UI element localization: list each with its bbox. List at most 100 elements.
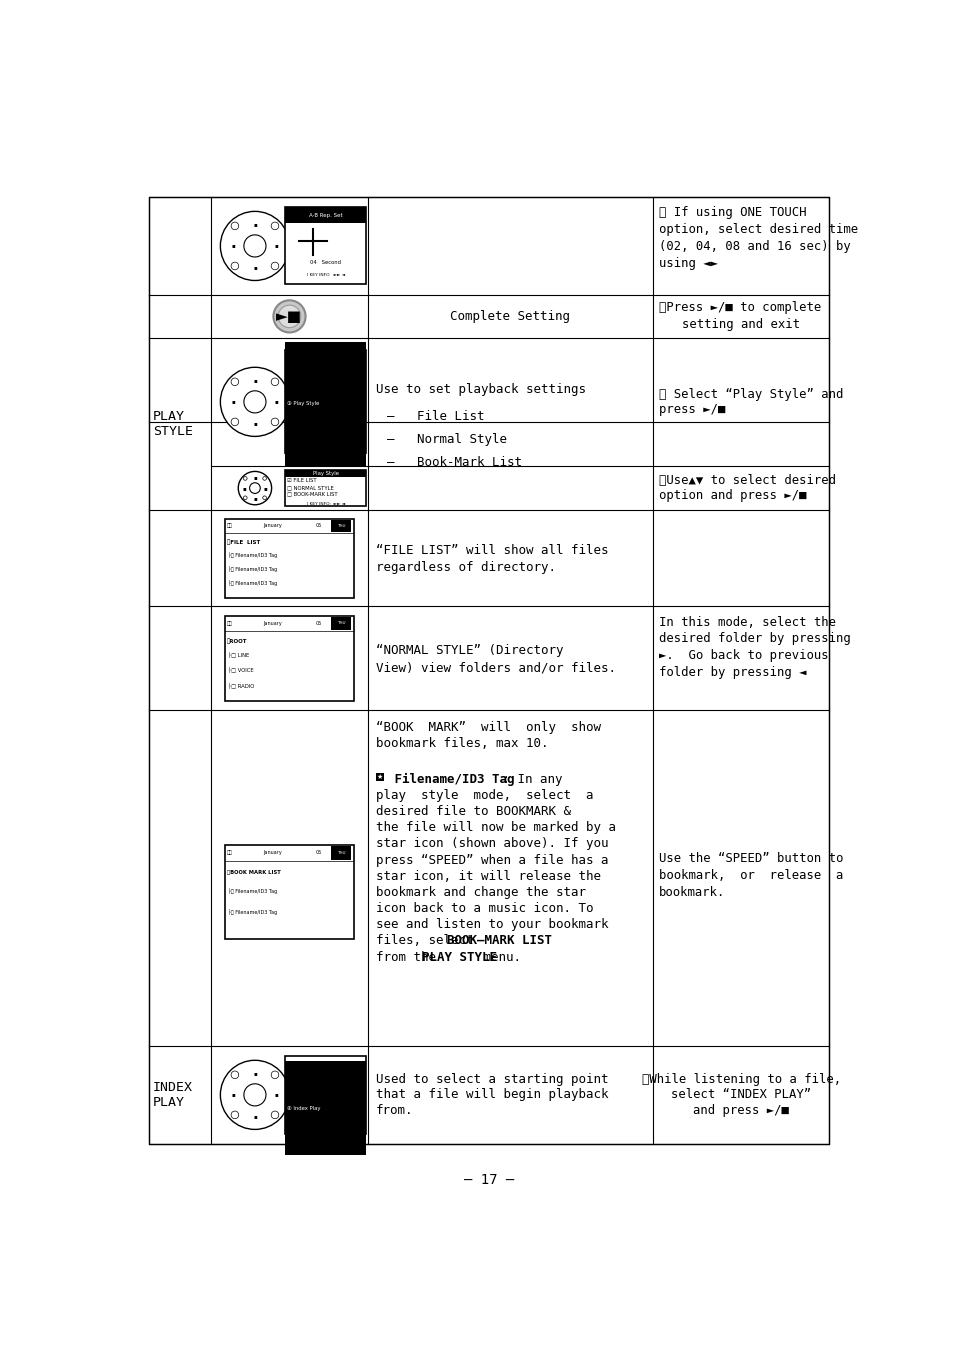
Circle shape <box>271 262 278 270</box>
Text: press “SPEED” when a file has a: press “SPEED” when a file has a <box>375 853 608 867</box>
Text: see and listen to your bookmark: see and listen to your bookmark <box>375 918 608 932</box>
Text: PLAY STYLE: PLAY STYLE <box>421 950 497 964</box>
Text: ▪: ▪ <box>232 400 235 405</box>
Text: THU: THU <box>336 524 345 528</box>
Text: January: January <box>263 621 282 626</box>
Circle shape <box>220 367 289 436</box>
Text: ▪: ▪ <box>253 221 256 227</box>
Text: ◄  PLAY  ►: ◄ PLAY ► <box>312 1061 339 1065</box>
Text: bookmark,  or  release  a: bookmark, or release a <box>659 869 842 883</box>
Text: menu.: menu. <box>476 950 520 964</box>
Text: Used to select a starting point: Used to select a starting point <box>375 1073 608 1085</box>
Text: PLAY: PLAY <box>153 1096 185 1110</box>
Text: “BOOK  MARK”  will  only  show: “BOOK MARK” will only show <box>375 721 600 734</box>
Text: □ BOOK-MARK LIST: □ BOOK-MARK LIST <box>287 491 337 497</box>
Circle shape <box>250 483 260 494</box>
Text: ▪: ▪ <box>253 1071 256 1076</box>
Text: from.: from. <box>375 1104 413 1116</box>
Text: 05: 05 <box>314 850 321 856</box>
Circle shape <box>243 477 247 481</box>
Text: ◄  PLAY  ►: ◄ PLAY ► <box>312 358 339 363</box>
Text: 🎵🎵: 🎵🎵 <box>227 524 233 528</box>
Text: Complete Setting: Complete Setting <box>450 310 570 323</box>
Text: the file will now be marked by a: the file will now be marked by a <box>375 821 615 834</box>
Text: ③While listening to a file,: ③While listening to a file, <box>640 1073 840 1085</box>
Text: folder by pressing ◄: folder by pressing ◄ <box>659 667 805 679</box>
Circle shape <box>231 1111 238 1119</box>
Text: BOOK–MARK LIST: BOOK–MARK LIST <box>446 934 551 948</box>
Text: ④Use▲▼ to select desired: ④Use▲▼ to select desired <box>659 474 835 487</box>
Circle shape <box>220 1060 289 1130</box>
Text: 🎵ROOT: 🎵ROOT <box>227 639 247 644</box>
Bar <box>285 1061 366 1156</box>
Text: desired folder by pressing: desired folder by pressing <box>659 632 850 645</box>
Bar <box>331 846 351 860</box>
Text: setting and exit: setting and exit <box>681 317 800 331</box>
Text: ④ Index Play: ④ Index Play <box>287 417 320 423</box>
Text: ▪: ▪ <box>274 243 278 248</box>
Text: THU: THU <box>336 621 345 625</box>
Text: ├🎵 Filename/ID3 Tag: ├🎵 Filename/ID3 Tag <box>228 910 277 915</box>
Bar <box>225 616 354 701</box>
Text: ③ Play Style: ③ Play Style <box>287 1094 319 1099</box>
Text: ├□ RADIO: ├□ RADIO <box>228 683 254 688</box>
Bar <box>285 208 366 223</box>
Text: 🎵🎵: 🎵🎵 <box>227 621 233 626</box>
Text: STYLE: STYLE <box>153 425 193 437</box>
Text: 04   Second: 04 Second <box>310 261 341 266</box>
Bar <box>285 208 366 285</box>
Text: star icon (shown above). If you: star icon (shown above). If you <box>375 837 608 850</box>
Text: January: January <box>263 850 282 856</box>
Text: ▪: ▪ <box>253 495 256 501</box>
Text: 🎵BOOK MARK LIST: 🎵BOOK MARK LIST <box>227 871 280 875</box>
Text: ├🎵 Filename/ID3 Tag: ├🎵 Filename/ID3 Tag <box>228 552 277 558</box>
Text: PLAY: PLAY <box>153 409 185 423</box>
Text: from the: from the <box>375 950 443 964</box>
Circle shape <box>244 235 266 256</box>
Text: ④ Index Play: ④ Index Play <box>287 1106 320 1111</box>
Text: 🎵🎵: 🎵🎵 <box>227 850 233 856</box>
Text: ▪: ▪ <box>232 243 235 248</box>
Circle shape <box>231 223 238 230</box>
Bar <box>375 772 384 782</box>
Text: and press ►/■: and press ►/■ <box>693 1104 788 1116</box>
Text: ►.  Go back to previous: ►. Go back to previous <box>659 649 828 663</box>
Text: press ►/■: press ►/■ <box>659 404 724 416</box>
Text: option and press ►/■: option and press ►/■ <box>659 489 805 502</box>
Circle shape <box>271 418 278 425</box>
Text: ① Repeat: ① Repeat <box>287 370 312 375</box>
Text: ③ Select “Play Style” and: ③ Select “Play Style” and <box>659 387 842 401</box>
Circle shape <box>231 1071 238 1079</box>
Bar <box>331 617 351 629</box>
Text: View) view folders and/or files.: View) view folders and/or files. <box>375 662 615 674</box>
Text: icon back to a music icon. To: icon back to a music icon. To <box>375 902 593 915</box>
Bar <box>331 520 351 532</box>
Text: ├🎵 Filename/ID3 Tag: ├🎵 Filename/ID3 Tag <box>228 566 277 572</box>
Text: THU: THU <box>336 850 345 855</box>
Text: ▪: ▪ <box>242 486 246 490</box>
Text: –   Normal Style: – Normal Style <box>387 433 507 446</box>
Text: 05: 05 <box>314 524 321 528</box>
Text: –   Book-Mark List: – Book-Mark List <box>387 456 521 468</box>
Text: 05: 05 <box>314 621 321 626</box>
Text: – 17 –: – 17 – <box>463 1173 514 1187</box>
Text: A-B Rep. Set: A-B Rep. Set <box>309 213 342 217</box>
Text: ☑ FILE LIST: ☑ FILE LIST <box>287 478 316 483</box>
Text: star icon, it will release the: star icon, it will release the <box>375 869 600 883</box>
Bar <box>285 342 366 466</box>
Text: ② A-B Reg. Set: ② A-B Reg. Set <box>287 1081 326 1087</box>
Circle shape <box>274 300 305 332</box>
Circle shape <box>231 418 238 425</box>
Text: desired file to BOOKMARK &: desired file to BOOKMARK & <box>375 805 570 818</box>
Text: I KEY INFO:  ►► ◄: I KEY INFO: ►► ◄ <box>306 502 344 506</box>
Circle shape <box>271 223 278 230</box>
Circle shape <box>262 495 266 500</box>
Text: ③ Play Style: ③ Play Style <box>287 401 319 406</box>
Circle shape <box>231 378 238 386</box>
Text: ② A-B Reg. Set: ② A-B Reg. Set <box>287 386 326 390</box>
Bar <box>285 470 366 477</box>
Text: : In any: : In any <box>495 772 562 786</box>
Text: January: January <box>263 524 282 528</box>
Text: Use the “SPEED” button to: Use the “SPEED” button to <box>659 852 842 865</box>
Text: ⑦Press ►/■ to complete: ⑦Press ►/■ to complete <box>659 301 821 313</box>
